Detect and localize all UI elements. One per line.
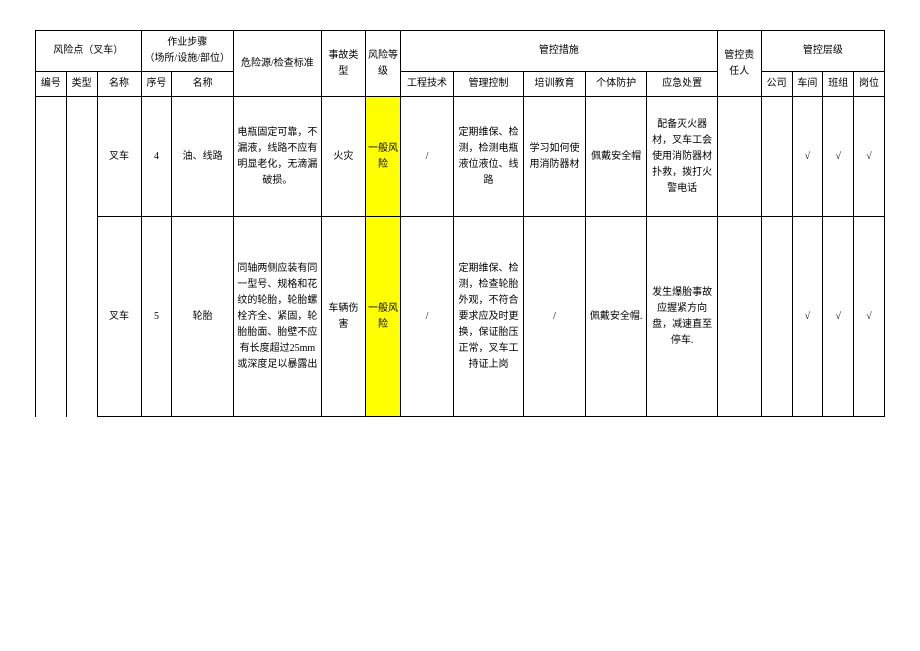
cell-ppe: 佩戴安全帽 bbox=[585, 97, 647, 217]
col-control-level: 管控层级 bbox=[761, 31, 884, 72]
cell-responsible bbox=[717, 97, 761, 217]
col-hazard: 危险源/检查标准 bbox=[233, 31, 321, 97]
cell-emergency: 配备灭火器材，叉车工会使用消防器材扑救，拨打火警电话 bbox=[647, 97, 717, 217]
cell-hazard: 同轴两侧应装有同一型号、规格和花纹的轮胎，轮胎螺栓齐全、紧固，轮胎胎面、胎壁不应… bbox=[233, 217, 321, 417]
cell-step-name: 油、线路 bbox=[172, 97, 234, 217]
cell-post: √ bbox=[854, 217, 885, 417]
col-work-step: 作业步骤 （场所/设施/部位） bbox=[141, 31, 233, 72]
col-responsible: 管控责任人 bbox=[717, 31, 761, 97]
table-row: 叉车 5 轮胎 同轴两侧应装有同一型号、规格和花纹的轮胎，轮胎螺栓齐全、紧固，轮… bbox=[36, 217, 885, 417]
cell-training: / bbox=[524, 217, 586, 417]
cell-accident: 车辆伤害 bbox=[321, 217, 365, 417]
col-company: 公司 bbox=[761, 72, 792, 97]
cell-training: 学习如何使用消防器材 bbox=[524, 97, 586, 217]
cell-responsible bbox=[717, 217, 761, 417]
cell-hazard: 电瓶固定可靠，不漏液，线路不应有明显老化，无滴漏破损。 bbox=[233, 97, 321, 217]
cell-team: √ bbox=[823, 217, 854, 417]
col-emergency: 应急处置 bbox=[647, 72, 717, 97]
cell-engineering: / bbox=[401, 217, 454, 417]
cell-risk-level: 一般风险 bbox=[365, 217, 400, 417]
cell-risk-level: 一般风险 bbox=[365, 97, 400, 217]
cell-seq: 4 bbox=[141, 97, 172, 217]
cell-step-name: 轮胎 bbox=[172, 217, 234, 417]
table-row: 叉车 4 油、线路 电瓶固定可靠，不漏液，线路不应有明显老化，无滴漏破损。 火灾… bbox=[36, 97, 885, 217]
cell-seq: 5 bbox=[141, 217, 172, 417]
col-management: 管理控制 bbox=[453, 72, 523, 97]
cell-emergency: 发生爆胎事故应握紧方向盘，减速直至停车. bbox=[647, 217, 717, 417]
col-training: 培训教育 bbox=[524, 72, 586, 97]
cell-management: 定期维保、检测，检测电瓶液位液位、线路 bbox=[453, 97, 523, 217]
cell-management: 定期维保、检测，检查轮胎外观，不符合要求应及时更换，保证胎压正常，叉车工持证上岗 bbox=[453, 217, 523, 417]
cell-id bbox=[36, 97, 67, 417]
cell-name: 叉车 bbox=[97, 97, 141, 217]
table-body: 叉车 4 油、线路 电瓶固定可靠，不漏液，线路不应有明显老化，无滴漏破损。 火灾… bbox=[36, 97, 885, 417]
col-workshop: 车间 bbox=[792, 72, 823, 97]
cell-engineering: / bbox=[401, 97, 454, 217]
cell-post: √ bbox=[854, 97, 885, 217]
cell-accident: 火灾 bbox=[321, 97, 365, 217]
col-name: 名称 bbox=[97, 72, 141, 97]
cell-workshop: √ bbox=[792, 217, 823, 417]
cell-ppe: 佩戴安全帽. bbox=[585, 217, 647, 417]
col-accident: 事故类型 bbox=[321, 31, 365, 97]
col-engineering: 工程技术 bbox=[401, 72, 454, 97]
col-risk-level: 风险等级 bbox=[365, 31, 400, 97]
col-category: 类型 bbox=[66, 72, 97, 97]
cell-workshop: √ bbox=[792, 97, 823, 217]
cell-company bbox=[761, 217, 792, 417]
col-post: 岗位 bbox=[854, 72, 885, 97]
col-ppe: 个体防护 bbox=[585, 72, 647, 97]
col-id: 编号 bbox=[36, 72, 67, 97]
col-team: 班组 bbox=[823, 72, 854, 97]
cell-category bbox=[66, 97, 97, 417]
col-control-measures: 管控措施 bbox=[401, 31, 718, 72]
cell-company bbox=[761, 97, 792, 217]
col-risk-point: 风险点（叉车） bbox=[36, 31, 142, 72]
col-step-name: 名称 bbox=[172, 72, 234, 97]
risk-table: 风险点（叉车） 作业步骤 （场所/设施/部位） 危险源/检查标准 事故类型 风险… bbox=[35, 30, 885, 417]
col-seq: 序号 bbox=[141, 72, 172, 97]
cell-name: 叉车 bbox=[97, 217, 141, 417]
cell-team: √ bbox=[823, 97, 854, 217]
